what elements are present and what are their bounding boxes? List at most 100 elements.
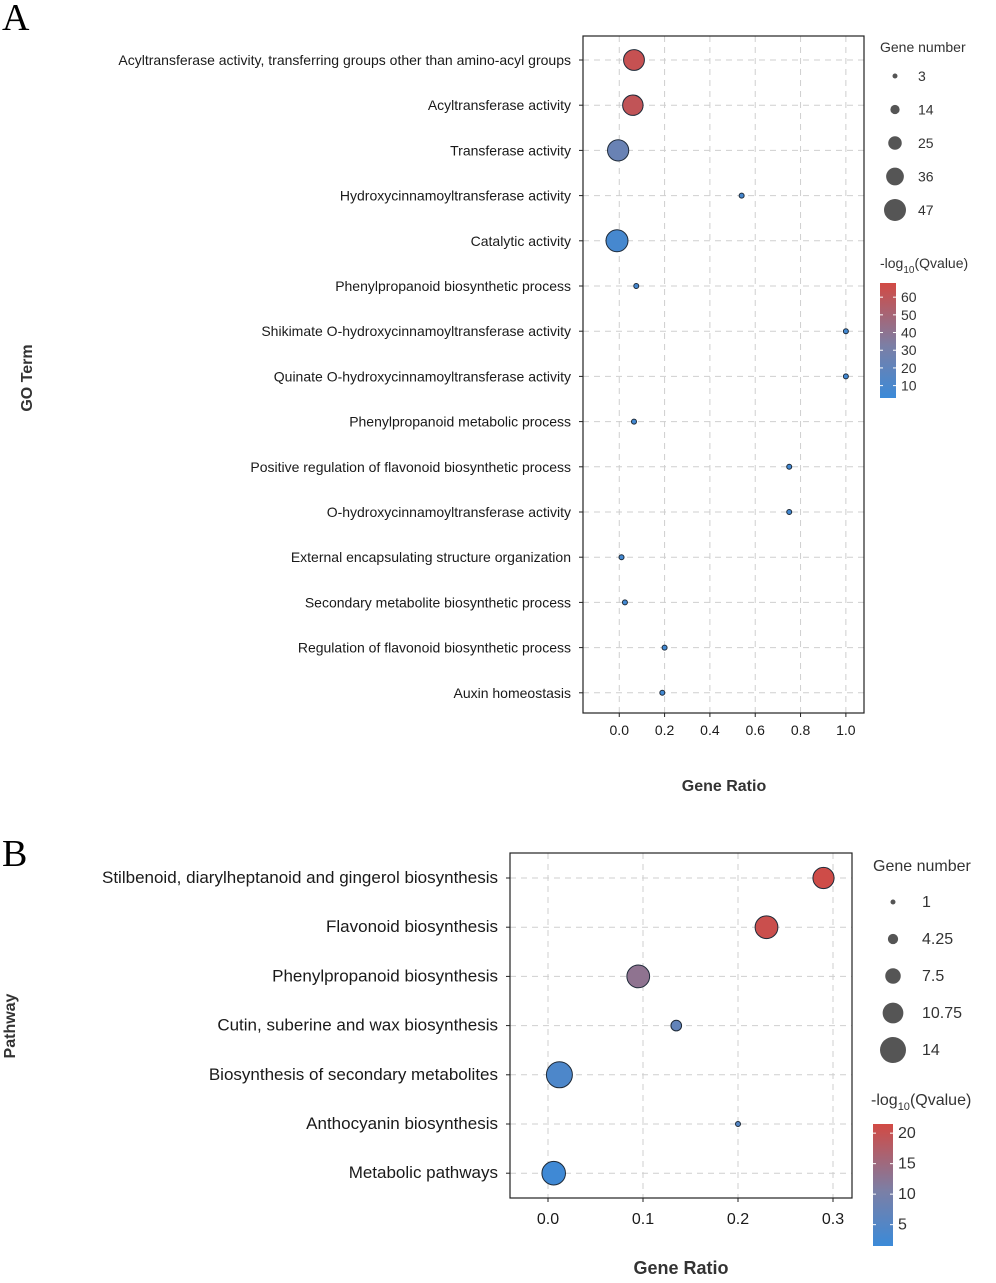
data-point (545, 1061, 573, 1089)
data-point (786, 463, 793, 470)
data-point (623, 49, 645, 71)
x-tick-label: 0.6 (745, 722, 765, 738)
size-legend-marker (890, 104, 900, 115)
color-legend-label: 20 (898, 1125, 916, 1142)
y-tick-label: Phenylpropanoid biosynthetic process (335, 278, 571, 294)
y-tick-labels: Acyltransferase activity, transferring g… (118, 52, 583, 701)
y-axis-title: Pathway (2, 993, 19, 1058)
size-legend-marker (892, 73, 898, 79)
x-axis-title: Gene Ratio (682, 778, 767, 795)
y-tick-label: Auxin homeostasis (453, 685, 571, 701)
size-legend: Gene number 1 4.25 7.5 10.75 14 (873, 858, 972, 1063)
color-legend-label: 5 (898, 1217, 907, 1234)
y-tick-label: Anthocyanin biosynthesis (306, 1114, 498, 1133)
y-tick-label: Cutin, suberine and wax biosynthesis (217, 1016, 498, 1035)
size-legend-title: Gene number (873, 858, 972, 875)
x-tick-label: 1.0 (836, 722, 856, 738)
color-bar (873, 1124, 893, 1246)
size-legend-marker (885, 968, 901, 984)
panel-a: A Acyltransferase activity, transferring… (2, 0, 968, 795)
data-point (605, 229, 629, 253)
x-tick-label: 0.3 (822, 1211, 844, 1228)
y-tick-label: Acyltransferase activity (428, 97, 571, 113)
y-tick-label: Catalytic activity (471, 233, 571, 249)
y-tick-label: External encapsulating structure organiz… (291, 549, 571, 565)
y-tick-label: Secondary metabolite biosynthetic proces… (305, 594, 571, 610)
color-legend-title: -log10(Qvalue) (880, 255, 968, 276)
plot-frame (582, 35, 865, 714)
data-point (735, 1121, 741, 1127)
panel-letter-b: B (2, 833, 27, 875)
size-legend-marker (886, 167, 904, 186)
y-axis-title: GO Term (19, 344, 36, 411)
y-tick-label: Quinate O-hydroxycinnamoyltransferase ac… (274, 368, 571, 384)
size-legend-title: Gene number (880, 39, 966, 55)
x-tick-label: 0.2 (727, 1211, 749, 1228)
x-axis-title: Gene Ratio (633, 1258, 728, 1278)
y-tick-label: Acyltransferase activity, transferring g… (118, 52, 571, 68)
color-legend-label: 30 (901, 342, 917, 358)
x-tick-label: 0.0 (537, 1211, 559, 1228)
y-tick-labels: Stilbenoid, diarylheptanoid and gingerol… (102, 868, 510, 1182)
color-legend-label: 60 (901, 289, 917, 305)
data-point (659, 689, 666, 696)
data-point (842, 328, 849, 335)
data-point (622, 94, 644, 116)
color-legend-label: 20 (901, 360, 917, 376)
y-tick-label: Transferase activity (450, 142, 571, 158)
data-point (618, 554, 625, 561)
x-tick-label: 0.2 (655, 722, 675, 738)
color-legend-label: 10 (901, 378, 917, 394)
data-point (607, 139, 630, 162)
size-legend-marker (888, 136, 902, 150)
size-legend-marker (880, 1037, 906, 1063)
data-point (541, 1160, 566, 1186)
y-tick-label: O-hydroxycinnamoyltransferase activity (327, 504, 571, 520)
color-legend: -log10(Qvalue) 20 15 10 5 (871, 1092, 971, 1246)
size-legend-label: 14 (918, 102, 934, 118)
data-points (541, 866, 835, 1186)
data-point (626, 964, 651, 989)
size-legend-label: 7.5 (922, 968, 944, 985)
color-legend-label: 15 (898, 1156, 916, 1173)
data-point (630, 418, 637, 425)
data-point (754, 915, 779, 940)
size-legend-label: 10.75 (922, 1005, 962, 1022)
color-bar (880, 283, 896, 398)
panel-b: B Stilbenoid, diarylheptanoid and ginger… (2, 833, 972, 1278)
y-tick-label: Hydroxycinnamoyltransferase activity (340, 188, 571, 204)
y-tick-label: Flavonoid biosynthesis (326, 917, 498, 936)
x-tick-label: 0.1 (632, 1211, 654, 1228)
size-legend-label: 36 (918, 169, 934, 185)
data-point (670, 1019, 683, 1032)
color-legend-label: 50 (901, 307, 917, 323)
size-legend-label: 4.25 (922, 931, 953, 948)
size-legend-marker (887, 933, 899, 945)
data-point (621, 599, 628, 606)
y-tick-label: Phenylpropanoid metabolic process (349, 414, 571, 430)
y-tick-label: Shikimate O-hydroxycinnamoyltransferase … (261, 323, 571, 339)
data-point (812, 866, 835, 890)
data-point (661, 644, 668, 651)
data-points (605, 49, 849, 696)
x-tick-label: 0.8 (791, 722, 811, 738)
size-legend-label: 47 (918, 202, 934, 218)
x-tick-labels: 0.0 0.1 0.2 0.3 (537, 1198, 844, 1228)
x-tick-labels: 0.0 0.2 0.4 0.6 0.8 1.0 (610, 713, 856, 738)
size-legend-marker (890, 899, 896, 905)
data-point (786, 509, 793, 515)
data-point (633, 283, 640, 289)
y-tick-label: Phenylpropanoid biosynthesis (272, 966, 498, 985)
y-tick-label: Metabolic pathways (349, 1163, 498, 1182)
size-legend-label: 14 (922, 1042, 940, 1059)
size-legend: Gene number 3 14 25 36 47 (880, 39, 966, 221)
x-tick-label: 0.0 (610, 722, 630, 738)
y-tick-label: Stilbenoid, diarylheptanoid and gingerol… (102, 868, 498, 887)
y-tick-label: Biosynthesis of secondary metabolites (209, 1065, 498, 1084)
grid (583, 36, 864, 713)
size-legend-label: 1 (922, 894, 931, 911)
color-legend-title: -log10(Qvalue) (871, 1092, 971, 1113)
y-tick-label: Regulation of flavonoid biosynthetic pro… (298, 640, 571, 656)
